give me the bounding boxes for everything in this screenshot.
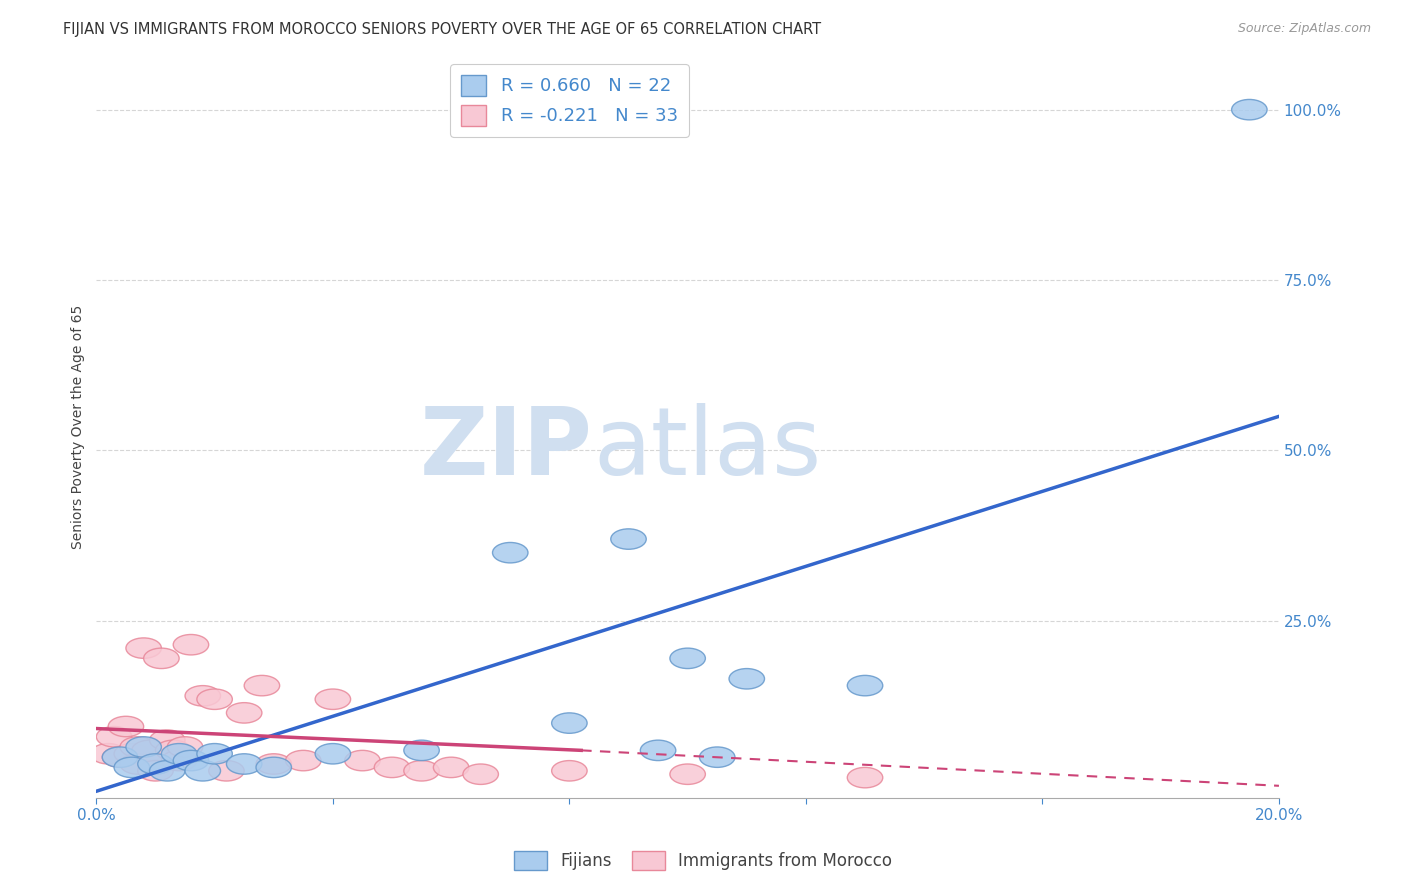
Ellipse shape — [162, 750, 197, 771]
Ellipse shape — [551, 713, 588, 733]
Text: ZIP: ZIP — [420, 403, 593, 495]
Ellipse shape — [97, 726, 132, 747]
Legend: Fijians, Immigrants from Morocco: Fijians, Immigrants from Morocco — [508, 844, 898, 877]
Ellipse shape — [138, 754, 173, 774]
Ellipse shape — [156, 740, 191, 761]
Ellipse shape — [143, 648, 179, 669]
Y-axis label: Seniors Poverty Over the Age of 65: Seniors Poverty Over the Age of 65 — [72, 304, 86, 549]
Ellipse shape — [848, 767, 883, 788]
Ellipse shape — [404, 740, 439, 761]
Ellipse shape — [90, 744, 127, 764]
Ellipse shape — [120, 754, 156, 774]
Ellipse shape — [374, 757, 409, 778]
Ellipse shape — [162, 744, 197, 764]
Ellipse shape — [285, 750, 321, 771]
Ellipse shape — [669, 648, 706, 669]
Ellipse shape — [149, 730, 186, 750]
Ellipse shape — [344, 750, 380, 771]
Ellipse shape — [114, 744, 149, 764]
Ellipse shape — [315, 689, 350, 709]
Ellipse shape — [197, 744, 232, 764]
Ellipse shape — [127, 737, 162, 757]
Ellipse shape — [404, 761, 439, 781]
Ellipse shape — [640, 740, 676, 761]
Ellipse shape — [1232, 99, 1267, 120]
Ellipse shape — [186, 761, 221, 781]
Ellipse shape — [138, 754, 173, 774]
Text: atlas: atlas — [593, 403, 821, 495]
Text: Source: ZipAtlas.com: Source: ZipAtlas.com — [1237, 22, 1371, 36]
Ellipse shape — [114, 757, 149, 778]
Ellipse shape — [669, 764, 706, 784]
Ellipse shape — [848, 675, 883, 696]
Ellipse shape — [492, 542, 529, 563]
Ellipse shape — [551, 761, 588, 781]
Ellipse shape — [315, 744, 350, 764]
Ellipse shape — [108, 716, 143, 737]
Ellipse shape — [167, 737, 202, 757]
Ellipse shape — [173, 634, 208, 655]
Ellipse shape — [132, 740, 167, 761]
Ellipse shape — [433, 757, 468, 778]
Ellipse shape — [149, 761, 186, 781]
Ellipse shape — [138, 761, 173, 781]
Ellipse shape — [127, 638, 162, 658]
Ellipse shape — [173, 750, 208, 771]
Ellipse shape — [120, 737, 156, 757]
Ellipse shape — [208, 761, 245, 781]
Text: FIJIAN VS IMMIGRANTS FROM MOROCCO SENIORS POVERTY OVER THE AGE OF 65 CORRELATION: FIJIAN VS IMMIGRANTS FROM MOROCCO SENIOR… — [63, 22, 821, 37]
Ellipse shape — [197, 689, 232, 709]
Ellipse shape — [699, 747, 735, 767]
Ellipse shape — [245, 675, 280, 696]
Ellipse shape — [103, 747, 138, 767]
Ellipse shape — [256, 754, 291, 774]
Legend: R = 0.660   N = 22, R = -0.221   N = 33: R = 0.660 N = 22, R = -0.221 N = 33 — [450, 64, 689, 136]
Ellipse shape — [463, 764, 499, 784]
Ellipse shape — [256, 757, 291, 778]
Ellipse shape — [610, 529, 647, 549]
Ellipse shape — [186, 686, 221, 706]
Ellipse shape — [226, 703, 262, 723]
Ellipse shape — [730, 669, 765, 689]
Ellipse shape — [226, 754, 262, 774]
Ellipse shape — [103, 747, 138, 767]
